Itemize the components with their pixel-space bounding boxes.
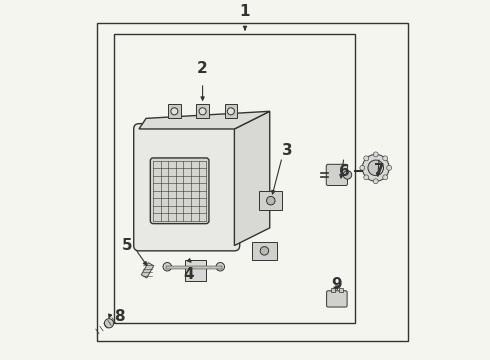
Text: 6: 6 bbox=[339, 164, 349, 179]
Circle shape bbox=[387, 165, 392, 170]
Text: 4: 4 bbox=[183, 267, 194, 282]
Circle shape bbox=[227, 108, 234, 115]
Bar bbox=[114, 33, 355, 323]
FancyBboxPatch shape bbox=[326, 164, 347, 185]
Circle shape bbox=[163, 262, 172, 271]
Bar bbox=[339, 288, 343, 292]
Text: 3: 3 bbox=[282, 143, 293, 158]
Bar bbox=[252, 242, 277, 260]
Bar bbox=[330, 288, 335, 292]
FancyBboxPatch shape bbox=[150, 158, 209, 224]
Bar bbox=[97, 23, 408, 341]
Bar bbox=[224, 104, 237, 118]
Circle shape bbox=[383, 156, 388, 161]
Text: 8: 8 bbox=[114, 309, 125, 324]
Circle shape bbox=[216, 262, 224, 271]
Circle shape bbox=[373, 152, 378, 157]
Bar bbox=[141, 262, 154, 278]
Text: 9: 9 bbox=[332, 277, 342, 292]
Polygon shape bbox=[234, 111, 270, 246]
Circle shape bbox=[104, 319, 114, 328]
Circle shape bbox=[373, 179, 378, 184]
Polygon shape bbox=[139, 111, 270, 129]
Circle shape bbox=[364, 156, 368, 161]
Circle shape bbox=[360, 165, 365, 170]
Bar bbox=[196, 104, 209, 118]
Circle shape bbox=[199, 108, 206, 115]
Circle shape bbox=[343, 171, 352, 179]
FancyBboxPatch shape bbox=[134, 123, 240, 251]
Circle shape bbox=[171, 108, 178, 115]
Text: 7: 7 bbox=[374, 162, 385, 177]
Text: 5: 5 bbox=[122, 238, 132, 253]
Circle shape bbox=[383, 175, 388, 180]
Circle shape bbox=[364, 175, 368, 180]
Circle shape bbox=[267, 197, 275, 205]
Circle shape bbox=[260, 247, 269, 255]
Circle shape bbox=[368, 160, 384, 176]
Bar bbox=[185, 260, 206, 281]
Bar bbox=[259, 191, 282, 210]
FancyBboxPatch shape bbox=[327, 291, 347, 307]
Text: 2: 2 bbox=[197, 61, 208, 76]
Bar bbox=[168, 104, 181, 118]
Circle shape bbox=[362, 154, 389, 181]
Text: 1: 1 bbox=[240, 4, 250, 19]
